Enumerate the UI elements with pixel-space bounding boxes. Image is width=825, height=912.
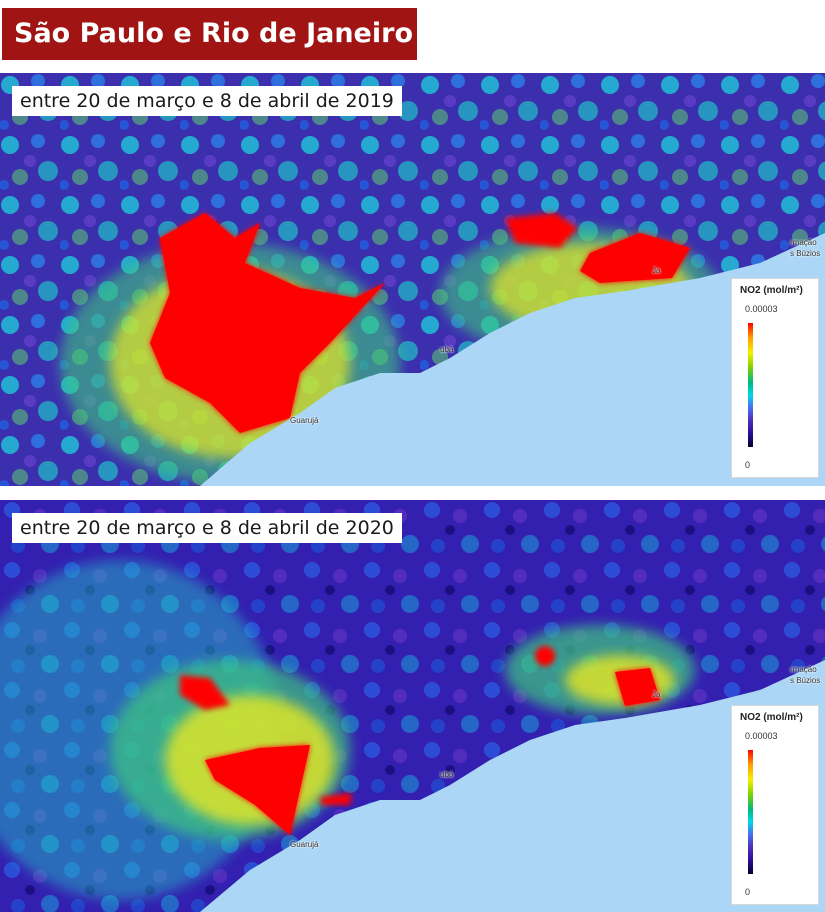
legend-max-value: 0.00003: [745, 304, 778, 314]
place-label-buzios-2: s Búzios: [790, 676, 821, 685]
page-title: São Paulo e Rio de Janeiro: [2, 8, 417, 60]
period-label-2019: entre 20 de março e 8 de abril de 2019: [12, 86, 402, 116]
place-label-buzios-1: rmação: [790, 665, 817, 674]
place-label-coast: ubá: [440, 770, 454, 779]
place-label-buzios-2: s Búzios: [790, 249, 821, 258]
place-label-guaruja: Guarujá: [290, 416, 319, 425]
place-label-rio: Ja: [652, 266, 661, 275]
place-label-buzios-1: rmação: [790, 238, 817, 247]
legend-no2-2020: NO2 (mol/m²) 0.00003 0: [731, 705, 819, 905]
legend-title: NO2 (mol/m²): [740, 712, 803, 723]
legend-color-scale: [748, 750, 753, 874]
legend-max-value: 0.00003: [745, 731, 778, 741]
place-label-rio: Ja: [652, 690, 661, 699]
period-label-2020: entre 20 de março e 8 de abril de 2020: [12, 513, 402, 543]
place-label-guaruja: Guarujá: [290, 840, 319, 849]
legend-no2-2019: NO2 (mol/m²) 0.00003 0: [731, 278, 819, 478]
legend-min-value: 0: [745, 887, 751, 897]
legend-title: NO2 (mol/m²): [740, 285, 803, 296]
place-label-coast: ubá: [440, 345, 454, 354]
map-panel-2019[interactable]: entre 20 de março e 8 de abril de 2019 G…: [0, 73, 825, 486]
no2-heatmap-2019: [0, 73, 825, 486]
no2-heatmap-2020: [0, 500, 825, 912]
legend-min-value: 0: [745, 460, 751, 470]
map-panel-2020[interactable]: entre 20 de março e 8 de abril de 2020 G…: [0, 500, 825, 912]
legend-color-scale: [748, 323, 753, 447]
